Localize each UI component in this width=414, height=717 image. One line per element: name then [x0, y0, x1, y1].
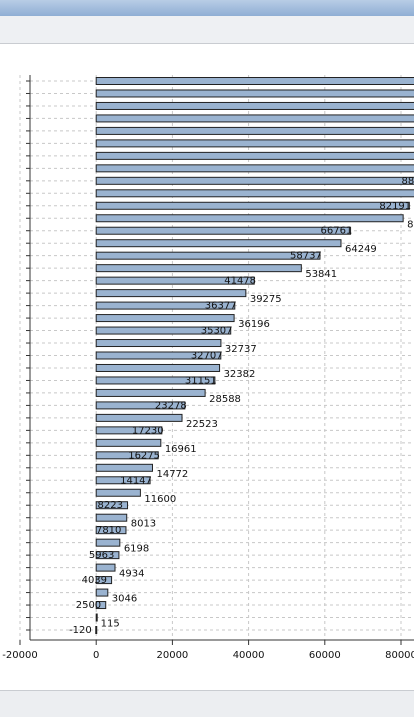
bar: [95, 189, 414, 198]
bar: [95, 351, 222, 360]
x-tick-label: 0: [93, 650, 99, 661]
value-label: 4039: [82, 575, 107, 586]
bar: [95, 576, 113, 585]
value-label: 32382: [224, 369, 256, 380]
x-tick-label: 80000: [385, 650, 414, 661]
value-label: -120: [69, 625, 92, 636]
value-label: 3046: [112, 594, 137, 605]
value-label: 80564: [407, 219, 414, 230]
bar: [95, 176, 414, 185]
value-label: 22523: [186, 419, 218, 430]
value-label: 16961: [165, 444, 197, 455]
value-label: 4934: [119, 569, 144, 580]
bar: [95, 488, 141, 497]
value-label: 36196: [238, 319, 270, 330]
bar: [95, 139, 414, 148]
value-label: 8223: [98, 500, 123, 511]
x-tick-label: 60000: [309, 650, 341, 661]
chart: -200000200004000060000800001500001400001…: [2, 75, 414, 661]
bar: [95, 501, 129, 510]
bar: [95, 513, 128, 522]
value-label: 17230: [132, 425, 164, 436]
bar: [95, 251, 321, 260]
value-label: 115: [101, 619, 120, 630]
value-label: 64249: [345, 244, 377, 255]
bar: [95, 264, 302, 273]
value-label: 8013: [131, 519, 156, 530]
bar: [95, 588, 109, 597]
value-label: 14772: [156, 469, 188, 480]
bar: [95, 426, 163, 435]
bar: [95, 463, 153, 472]
bar: [95, 101, 414, 110]
value-label: 16275: [128, 450, 160, 461]
bar: [95, 451, 159, 460]
value-label: 88000: [401, 176, 414, 187]
value-label: 66761: [321, 226, 353, 237]
value-label: 31151: [185, 375, 217, 386]
value-label: 58737: [290, 251, 322, 262]
value-label: 5963: [89, 550, 114, 561]
bar: [95, 626, 98, 634]
bar: [95, 301, 236, 310]
x-tick-label: -20000: [2, 650, 37, 661]
bar: [95, 563, 116, 572]
bar: [95, 363, 221, 372]
bar: [95, 526, 127, 535]
bar: [95, 164, 414, 173]
value-label: 14147: [120, 475, 152, 486]
bar: [95, 601, 107, 610]
bar: [95, 613, 98, 622]
value-label: 35307: [201, 326, 233, 337]
title-bar: [0, 0, 414, 16]
bar: [95, 413, 183, 422]
toolbar: [0, 16, 414, 44]
bar: [95, 388, 206, 397]
bar: [95, 476, 151, 485]
bar: [95, 201, 410, 210]
bar: [95, 151, 414, 160]
bar: [95, 239, 342, 248]
value-label: 7810: [96, 525, 121, 536]
bar: [95, 438, 162, 447]
bar: [95, 314, 235, 323]
value-label: 32737: [225, 344, 257, 355]
status-bar: [0, 690, 414, 717]
value-label: 6198: [124, 544, 149, 555]
bar: [95, 551, 120, 560]
bar: [95, 77, 414, 85]
x-tick-label: 40000: [233, 650, 265, 661]
value-label: 28588: [209, 394, 241, 405]
x-tick-label: 20000: [156, 650, 188, 661]
value-label: 23278: [155, 400, 187, 411]
value-label: 2500: [76, 600, 101, 611]
bar: [95, 401, 186, 410]
value-label: 53841: [305, 269, 337, 280]
value-label: 36377: [205, 301, 237, 312]
value-label: 39275: [250, 294, 282, 305]
bar: [95, 538, 121, 547]
bar: [95, 226, 352, 235]
value-label: 82191: [379, 201, 411, 212]
bar: [95, 376, 216, 385]
value-label: 41478: [224, 276, 256, 287]
bar: [95, 326, 232, 335]
bar: [95, 89, 414, 98]
bar: [95, 289, 247, 298]
bar: [95, 214, 404, 223]
bar: [95, 126, 414, 135]
value-label: 11600: [144, 494, 176, 505]
bar: [95, 339, 222, 348]
value-label: 32707: [191, 351, 223, 362]
bar: [95, 114, 414, 123]
bar: [95, 276, 255, 285]
